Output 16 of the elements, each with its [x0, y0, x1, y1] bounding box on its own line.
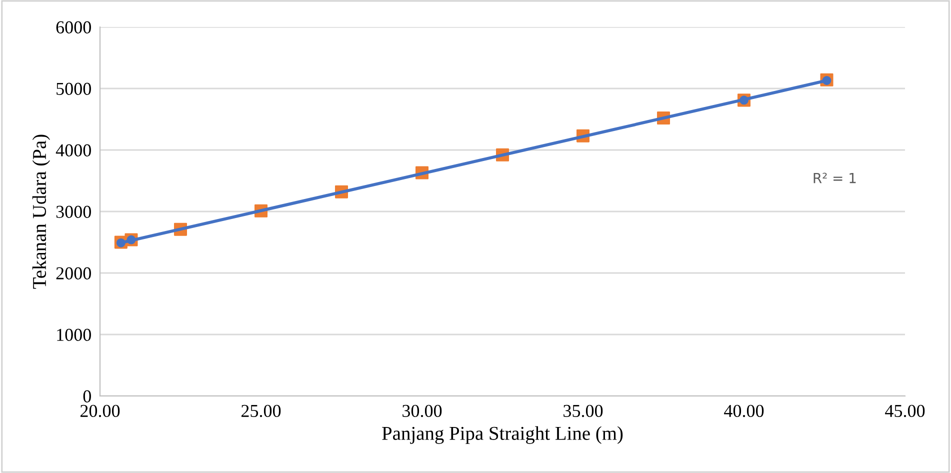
x-axis-title: Panjang Pipa Straight Line (m) — [382, 426, 623, 444]
x-tick-label: 35.00 — [564, 404, 603, 418]
y-axis-title: Tekanan Udara (Pa) — [32, 134, 50, 289]
y-tick-label: 6000 — [56, 21, 91, 34]
x-tick-label: 30.00 — [402, 404, 442, 418]
y-tick-label: 4000 — [56, 144, 91, 156]
y-tick-label: 5000 — [56, 82, 91, 95]
y-tick-label: 2000 — [56, 267, 91, 280]
y-tick-label: 0 — [83, 390, 91, 402]
y-tick-label: 3000 — [56, 206, 91, 218]
x-tick-label: 45.00 — [885, 404, 925, 418]
x-tick-label: 20.00 — [80, 404, 120, 418]
x-tick-label: 25.00 — [241, 404, 281, 418]
x-tick-label: 40.00 — [724, 404, 764, 418]
y-tick-label: 1000 — [57, 328, 91, 341]
annotation: R² = 1 — [814, 172, 856, 184]
